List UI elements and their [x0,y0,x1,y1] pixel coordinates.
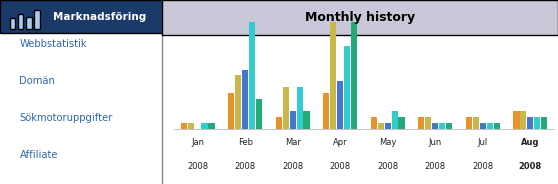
FancyBboxPatch shape [541,117,547,129]
Text: Domän: Domän [20,76,55,86]
Text: 2008: 2008 [234,162,256,171]
FancyBboxPatch shape [520,111,526,129]
Text: 2008: 2008 [425,162,446,171]
FancyBboxPatch shape [201,123,208,129]
Text: Monthly history: Monthly history [305,11,415,24]
FancyBboxPatch shape [418,117,425,129]
FancyBboxPatch shape [392,111,398,129]
Text: Marknadsföring: Marknadsföring [54,12,147,22]
Text: 2008: 2008 [330,162,351,171]
FancyBboxPatch shape [34,10,40,29]
FancyBboxPatch shape [235,75,241,129]
FancyBboxPatch shape [256,99,262,129]
FancyBboxPatch shape [181,123,187,129]
FancyBboxPatch shape [378,123,384,129]
Text: 2008: 2008 [519,162,542,171]
FancyBboxPatch shape [290,111,296,129]
FancyBboxPatch shape [534,117,540,129]
Text: Jun: Jun [429,138,442,147]
Text: 2008: 2008 [377,162,398,171]
FancyBboxPatch shape [473,117,479,129]
FancyBboxPatch shape [384,123,391,129]
FancyBboxPatch shape [304,111,310,129]
FancyBboxPatch shape [283,87,289,129]
Text: 2008: 2008 [282,162,303,171]
FancyBboxPatch shape [187,123,194,129]
FancyBboxPatch shape [351,22,357,129]
Text: 2008: 2008 [187,162,208,171]
Text: 2008: 2008 [472,162,493,171]
FancyBboxPatch shape [344,46,350,129]
FancyBboxPatch shape [398,117,405,129]
Text: May: May [379,138,396,147]
FancyBboxPatch shape [480,123,486,129]
FancyBboxPatch shape [432,123,439,129]
FancyBboxPatch shape [493,123,499,129]
FancyBboxPatch shape [337,81,343,129]
Text: Apr: Apr [333,138,348,147]
FancyBboxPatch shape [330,22,336,129]
Text: Jan: Jan [191,138,204,147]
FancyBboxPatch shape [0,0,162,33]
FancyBboxPatch shape [439,123,445,129]
Text: Feb: Feb [238,138,253,147]
FancyBboxPatch shape [276,117,282,129]
Text: Affiliate: Affiliate [20,150,58,160]
FancyBboxPatch shape [26,17,32,29]
FancyBboxPatch shape [323,93,329,129]
FancyBboxPatch shape [527,117,533,129]
FancyBboxPatch shape [9,18,16,29]
FancyBboxPatch shape [425,117,431,129]
Text: Jul: Jul [478,138,488,147]
Text: Webbstatistik: Webbstatistik [20,39,87,49]
FancyBboxPatch shape [466,117,472,129]
FancyBboxPatch shape [208,123,215,129]
FancyBboxPatch shape [487,123,493,129]
FancyBboxPatch shape [18,14,23,29]
FancyBboxPatch shape [513,111,519,129]
Text: Aug: Aug [521,138,540,147]
FancyBboxPatch shape [249,22,255,129]
Text: Mar: Mar [285,138,301,147]
FancyBboxPatch shape [228,93,234,129]
FancyBboxPatch shape [242,70,248,129]
FancyBboxPatch shape [371,117,377,129]
Text: Sökmotoruppgifter: Sökmotoruppgifter [20,113,113,123]
FancyBboxPatch shape [162,0,558,35]
FancyBboxPatch shape [296,87,302,129]
FancyBboxPatch shape [446,123,452,129]
